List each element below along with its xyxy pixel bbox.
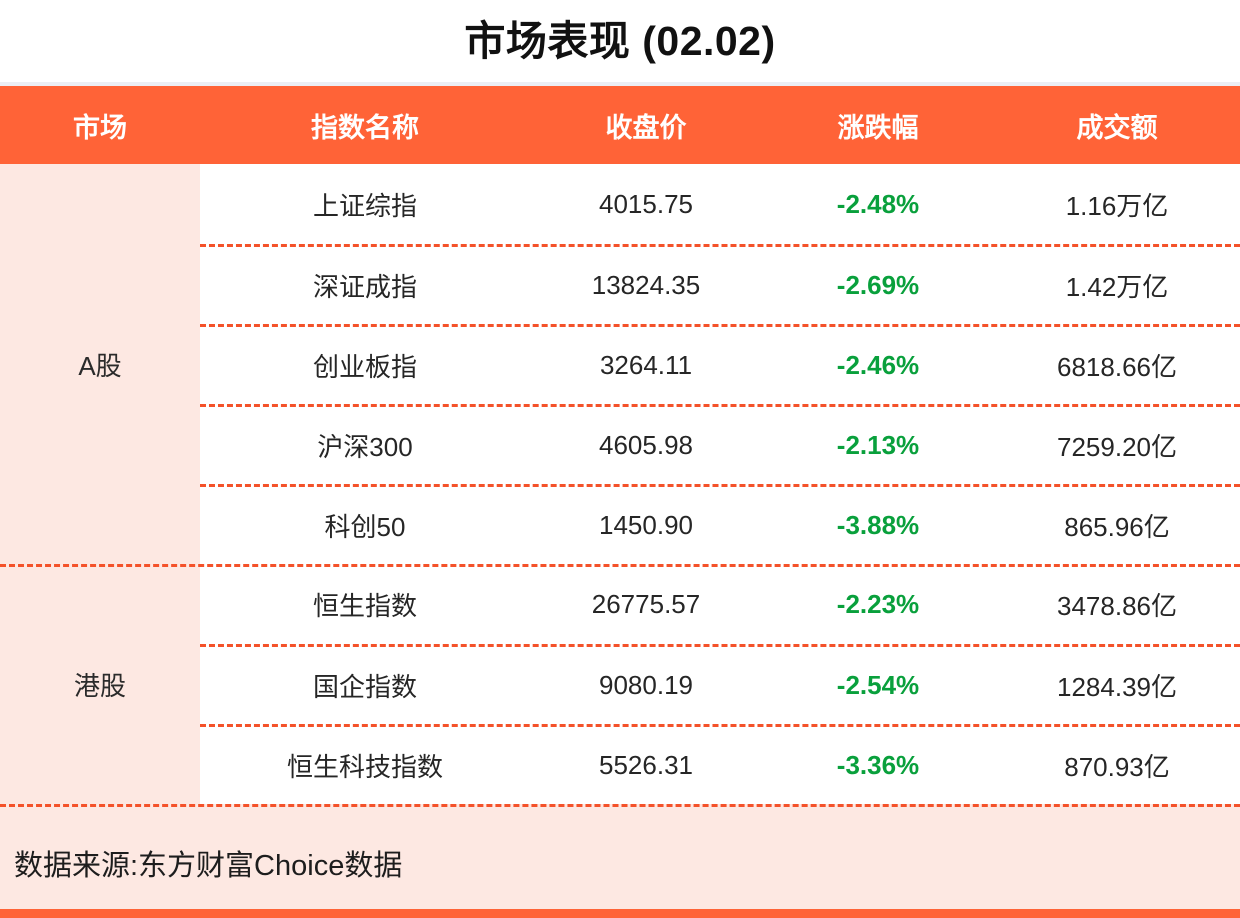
market-section-hk-shares: 港股 恒生指数 26775.57 -2.23% 3478.86亿 国企指数 90… — [0, 564, 1240, 804]
market-label-a-shares: A股 — [0, 164, 200, 564]
market-section-a-shares: A股 上证综指 4015.75 -2.48% 1.16万亿 深证成指 13824… — [0, 164, 1240, 564]
cell-close-price: 1450.90 — [599, 510, 693, 540]
title-bar: 市场表现 (02.02) — [0, 0, 1240, 82]
cell-close-price: 13824.35 — [591, 270, 701, 300]
cell-index-name: 沪深300 — [317, 432, 413, 462]
data-source-label: 数据来源:东方财富Choice数据 — [14, 849, 403, 882]
cell-turnover: 6818.66亿 — [1057, 352, 1177, 382]
footer: 数据来源:东方财富Choice数据 — [0, 804, 1240, 918]
cell-turnover: 1.16万亿 — [1065, 190, 1169, 221]
cell-change-pct: -3.36% — [836, 750, 920, 780]
cell-change-pct: -2.46% — [836, 350, 920, 380]
cell-index-name: 上证综指 — [312, 190, 417, 221]
cell-close-price: 5526.31 — [599, 750, 693, 780]
section-divider — [0, 564, 1240, 567]
cell-turnover: 865.96亿 — [1064, 512, 1170, 542]
cell-change-pct: -2.23% — [836, 588, 920, 619]
table-row[interactable]: 科创50 1450.90 -3.88% 865.96亿 — [200, 484, 1240, 564]
column-header-market: 市场 — [73, 112, 127, 143]
bottom-accent-bar — [0, 909, 1240, 918]
cell-turnover: 3478.86亿 — [1057, 590, 1177, 621]
table-header-row: 市场 指数名称 收盘价 涨跌幅 成交额 — [0, 86, 1240, 164]
cell-turnover: 7259.20亿 — [1057, 432, 1177, 462]
cell-close-price: 3264.11 — [599, 350, 693, 380]
cell-index-name: 深证成指 — [312, 272, 417, 302]
rows-a-shares: 上证综指 4015.75 -2.48% 1.16万亿 深证成指 13824.35… — [200, 164, 1240, 564]
cell-turnover: 1284.39亿 — [1057, 672, 1177, 702]
column-header-close-price: 收盘价 — [605, 112, 687, 143]
page-title: 市场表现 (02.02) — [464, 17, 776, 64]
cell-index-name: 创业板指 — [312, 352, 417, 382]
cell-change-pct: -2.13% — [836, 430, 920, 460]
cell-change-pct: -3.88% — [836, 510, 920, 540]
cell-turnover: 1.42万亿 — [1065, 272, 1169, 302]
table-row[interactable]: 深证成指 13824.35 -2.69% 1.42万亿 — [200, 244, 1240, 324]
market-label-hk-shares: 港股 — [0, 564, 200, 804]
column-header-turnover: 成交额 — [1076, 112, 1158, 143]
cell-turnover: 870.93亿 — [1064, 752, 1170, 782]
table-body: A股 上证综指 4015.75 -2.48% 1.16万亿 深证成指 13824… — [0, 164, 1240, 804]
cell-index-name: 国企指数 — [312, 672, 417, 702]
table-row[interactable]: 国企指数 9080.19 -2.54% 1284.39亿 — [200, 644, 1240, 724]
table-row[interactable]: 上证综指 4015.75 -2.48% 1.16万亿 — [200, 164, 1240, 244]
table-row[interactable]: 恒生指数 26775.57 -2.23% 3478.86亿 — [200, 564, 1240, 644]
cell-index-name: 恒生指数 — [312, 590, 417, 621]
cell-change-pct: -2.54% — [836, 670, 920, 700]
cell-change-pct: -2.48% — [836, 188, 920, 219]
cell-close-price: 9080.19 — [599, 670, 693, 700]
column-header-index-name: 指数名称 — [311, 112, 419, 143]
title-underline-divider — [0, 82, 1240, 86]
cell-index-name: 恒生科技指数 — [286, 752, 443, 782]
column-header-change-pct: 涨跌幅 — [837, 112, 919, 143]
cell-close-price: 26775.57 — [591, 588, 701, 619]
rows-hk-shares: 恒生指数 26775.57 -2.23% 3478.86亿 国企指数 9080.… — [200, 564, 1240, 804]
cell-change-pct: -2.69% — [836, 270, 920, 300]
cell-close-price: 4605.98 — [599, 430, 693, 460]
table-row[interactable]: 创业板指 3264.11 -2.46% 6818.66亿 — [200, 324, 1240, 404]
table-row[interactable]: 恒生科技指数 5526.31 -3.36% 870.93亿 — [200, 724, 1240, 804]
table-row[interactable]: 沪深300 4605.98 -2.13% 7259.20亿 — [200, 404, 1240, 484]
cell-index-name: 科创50 — [324, 512, 406, 542]
cell-close-price: 4015.75 — [599, 188, 693, 219]
